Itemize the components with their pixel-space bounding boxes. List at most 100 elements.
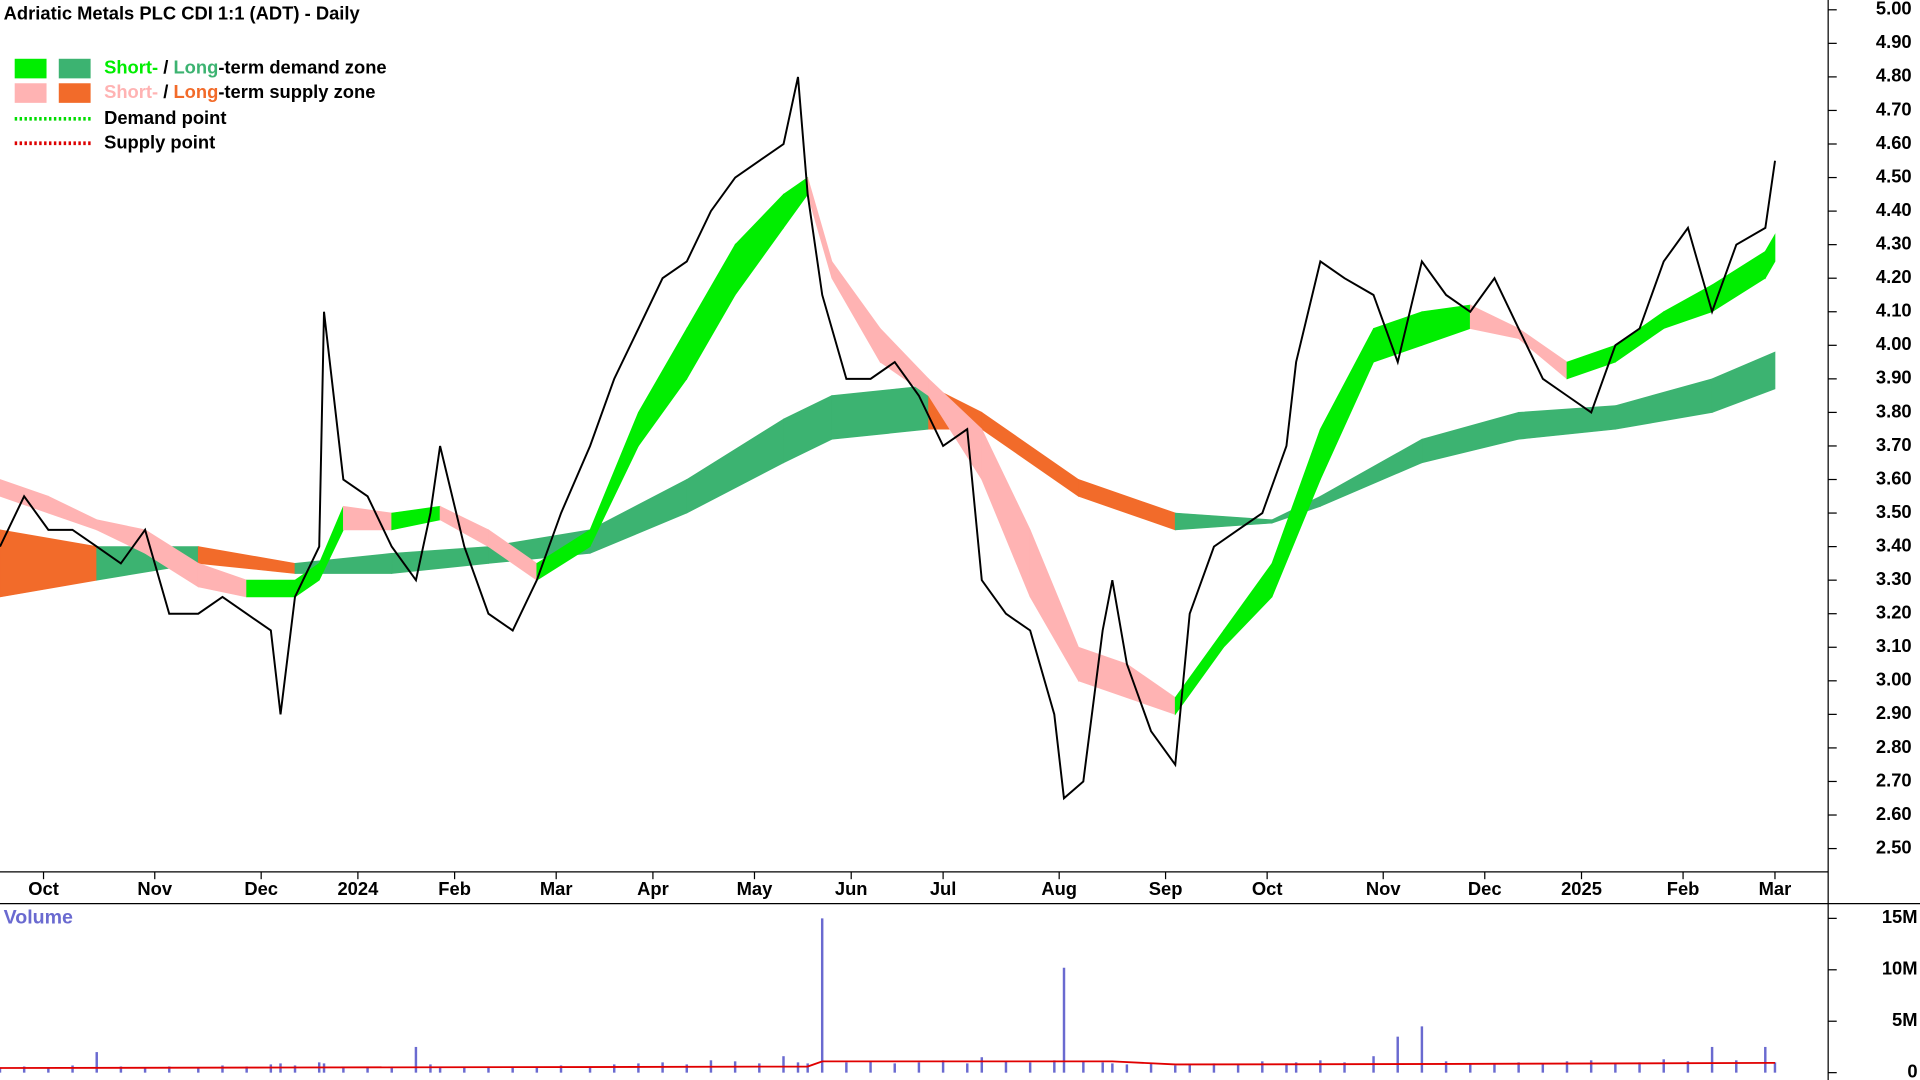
legend-label: Supply point [104,131,215,152]
y-tick-label: 2.50 [1876,836,1912,857]
volume-bar [966,1063,969,1073]
volume-bar [22,1066,26,1073]
x-tick-label: Oct [1252,878,1283,899]
volume-bar [293,1065,297,1073]
volume-bar [1062,967,1066,1073]
legend-text: Demand point [104,107,226,128]
legend-text: Short- [104,56,158,77]
volume-bar [1174,1065,1177,1073]
volume-title: Volume [4,907,73,929]
volume-average [0,1060,1776,1069]
volume-bar [980,1057,984,1073]
x-tick-label: Jul [930,878,957,899]
volume-bar [197,1067,200,1073]
volume-bar [1149,1063,1153,1073]
volume-bar [1773,1062,1777,1073]
volume-bar [782,1056,785,1073]
legend-text: Long [173,56,218,77]
volume-bar [1565,1061,1569,1073]
volume-bar [47,1067,50,1073]
volume-bar [893,1063,896,1073]
y-tick-label: 3.60 [1876,467,1912,488]
volume-bar [168,1066,171,1073]
y-tick-label: 3.30 [1876,568,1912,589]
volume-bar [1614,1063,1617,1073]
volume-bar [1101,1062,1104,1073]
legend-swatch [58,58,91,79]
volume-bar [429,1064,432,1073]
volume-bar [1662,1059,1665,1073]
legend-text: Supply point [104,131,215,152]
x-tick-label: Dec [244,878,278,899]
volume-bar [796,1062,800,1073]
volume-bar [414,1046,418,1073]
y-tick-label: 4.50 [1876,165,1912,186]
volume-bar [366,1067,369,1073]
x-tick-label: Feb [1667,878,1700,899]
volume-bar [487,1066,490,1073]
chart-title: Adriatic Metals PLC CDI 1:1 (ADT) - Dail… [4,3,361,24]
volume-bar [1261,1061,1264,1073]
volume-bar [342,1066,345,1073]
volume-bar [1236,1064,1240,1073]
volume-bar [758,1063,761,1073]
volume-bar [685,1064,688,1073]
x-tick-label: Feb [438,878,471,899]
volume-bar [95,1052,98,1073]
volume-bar [221,1065,224,1073]
volume-bar [1212,1063,1216,1073]
x-tick-label: Aug [1041,878,1077,899]
volume-bar [1735,1060,1738,1073]
legend-label: Short- / Long-term demand zone [104,56,387,77]
y-tick-label: 4.90 [1876,31,1912,52]
y-tick-label: 5M [1892,1009,1918,1030]
y-tick-label: 4.10 [1876,300,1912,321]
legend-text: / [158,81,173,102]
volume-bar [0,1067,2,1073]
y-tick-label: 5.00 [1876,0,1912,19]
x-tick-label: May [737,878,774,899]
volume-bar [1517,1062,1520,1073]
volume-bar [1444,1061,1448,1073]
volume-bar [869,1061,872,1073]
x-tick-label: Sep [1149,878,1183,899]
y-tick-label: 4.30 [1876,232,1912,253]
volume-bar [612,1064,616,1073]
legend-text: -term demand zone [218,56,386,77]
y-tick-label: 3.10 [1876,635,1912,656]
legend-swatch [14,58,47,79]
volume-bar [269,1064,273,1073]
x-tick-label: Nov [1366,878,1401,899]
short-term-zone [1764,233,1776,280]
price-line [0,76,1776,801]
volume-bar [806,1063,809,1073]
volume-bar [1004,1061,1008,1073]
legend-text: Long [173,81,218,102]
volume-bar [941,1060,945,1073]
y-tick-label: 4.70 [1876,98,1912,119]
y-tick-label: 3.50 [1876,501,1912,522]
x-tick-label: 2025 [1561,878,1602,899]
volume-bar [1294,1062,1298,1073]
volume-bar [71,1065,74,1073]
volume-bar [1589,1060,1593,1073]
y-tick-label: 2.60 [1876,803,1912,824]
legend-swatch [58,83,91,103]
volume-bar [1638,1062,1641,1073]
volume-bar [845,1062,848,1073]
y-tick-label: 3.00 [1876,669,1912,690]
long-term-zone [1711,351,1776,413]
y-tick-label: 4.40 [1876,199,1912,220]
volume-bar [463,1067,466,1073]
legend-text: -term supply zone [218,81,375,102]
volume-bar [119,1066,123,1073]
x-tick-label: Apr [637,878,669,899]
y-tick-label: 3.20 [1876,602,1912,623]
volume-bar [1764,1046,1767,1073]
volume-bar [917,1062,921,1073]
volume-bar [1053,1060,1056,1073]
y-tick-label: 10M [1882,958,1918,979]
legend-label: Short- / Long-term supply zone [104,81,375,102]
volume-bar [1343,1062,1346,1073]
volume-bar [535,1066,539,1073]
